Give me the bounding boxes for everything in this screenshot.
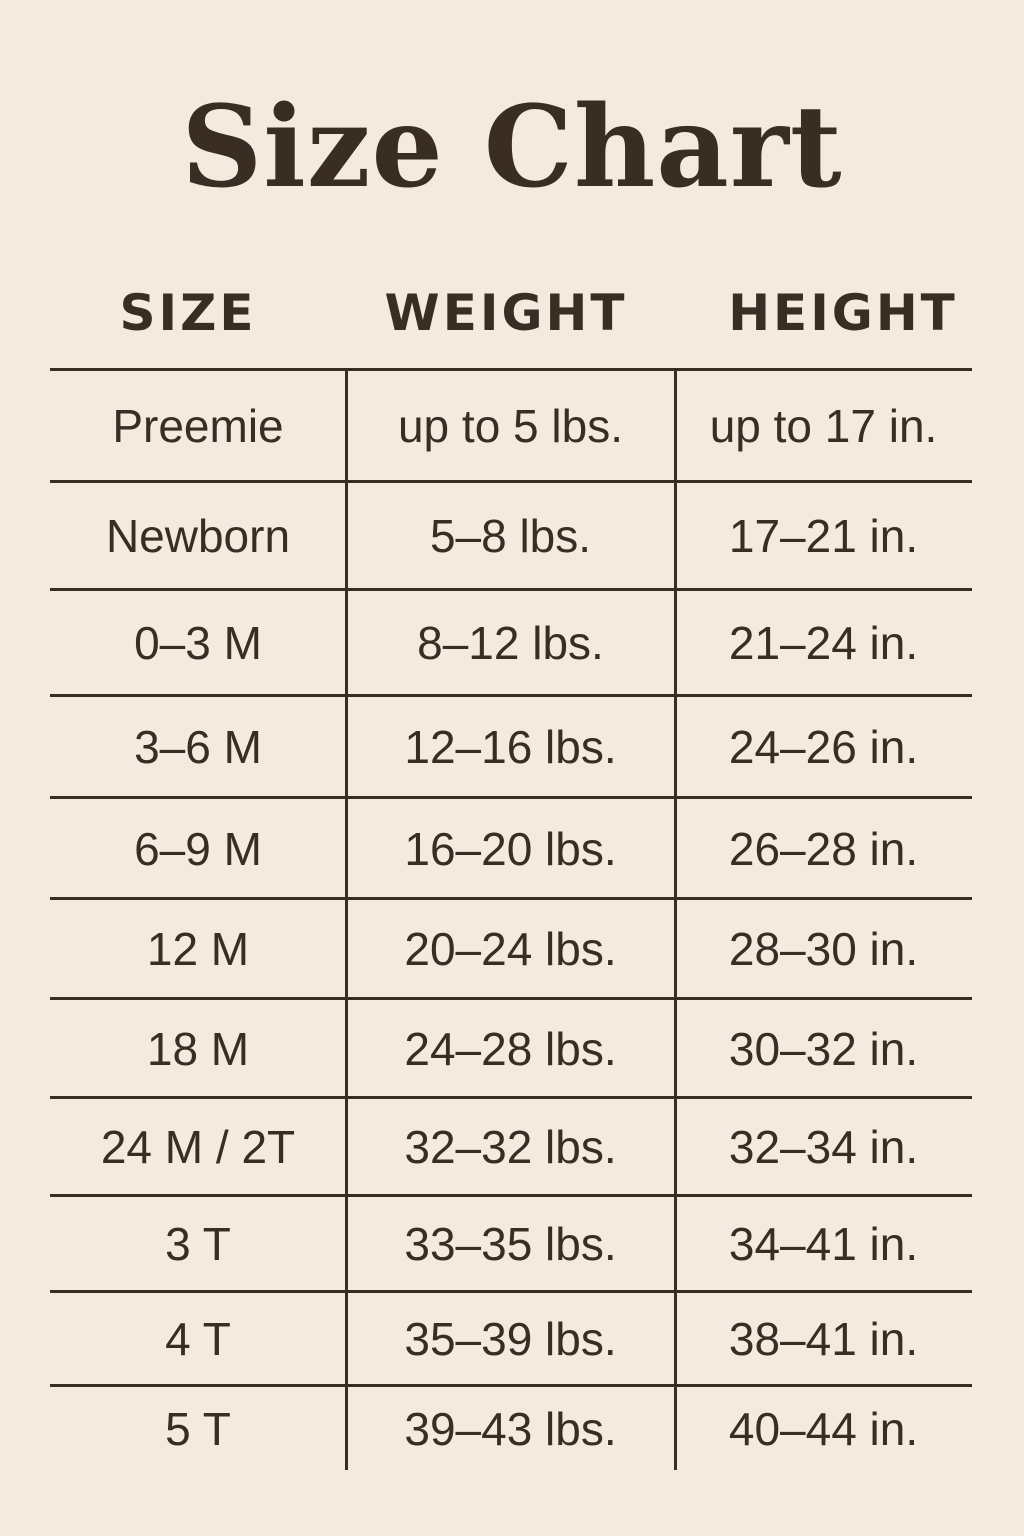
weight-cell: 12–16 lbs.: [404, 721, 617, 773]
weight-cell: 33–35 lbs.: [404, 1218, 617, 1270]
row-divider: [50, 997, 972, 1000]
row-divider: [50, 1290, 972, 1293]
row-divider: [50, 897, 972, 900]
weight-cell: 35–39 lbs.: [404, 1313, 617, 1365]
height-cell: 34–41 in.: [728, 1218, 919, 1270]
height-cell: 38–41 in.: [728, 1313, 919, 1365]
weight-cell: 32–32 lbs.: [404, 1121, 617, 1173]
height-cell: 30–32 in.: [728, 1022, 919, 1075]
weight-cell: up to 5 lbs.: [397, 400, 624, 452]
weight-cell: 20–24 lbs.: [404, 923, 617, 975]
row-divider: [50, 694, 972, 697]
size-cell: Newborn: [105, 510, 291, 562]
size-cell: Preemie: [112, 400, 284, 452]
height-cell: up to 17 in.: [709, 400, 938, 452]
size-cell: 18 M: [146, 1022, 250, 1075]
height-cell: 26–28 in.: [728, 822, 919, 875]
row-divider: [50, 588, 972, 591]
row-divider: [50, 1096, 972, 1099]
row-divider: [50, 1384, 972, 1387]
size-cell: 3–6 M: [134, 721, 262, 773]
weight-cell: 16–20 lbs.: [404, 822, 617, 875]
height-cell: 32–34 in.: [728, 1121, 919, 1173]
page-title: Size Chart: [181, 82, 843, 213]
size-cell: 5 T: [165, 1402, 231, 1455]
column-header: SIZE: [119, 284, 257, 342]
size-cell: 3 T: [165, 1218, 231, 1270]
size-cell: 12 M: [146, 923, 250, 975]
weight-cell: 39–43 lbs.: [404, 1402, 617, 1455]
weight-cell: 8–12 lbs.: [417, 617, 604, 669]
height-cell: 17–21 in.: [728, 510, 919, 562]
column-divider: [345, 369, 348, 1470]
size-cell: 0–3 M: [134, 617, 262, 669]
height-cell: 21–24 in.: [728, 617, 919, 669]
row-divider: [50, 796, 972, 799]
height-cell: 28–30 in.: [728, 923, 919, 975]
height-cell: 24–26 in.: [728, 721, 919, 773]
weight-cell: 5–8 lbs.: [429, 510, 592, 562]
size-cell: 6–9 M: [134, 822, 262, 875]
size-cell: 4 T: [165, 1313, 231, 1365]
height-cell: 40–44 in.: [728, 1402, 919, 1455]
row-divider: [50, 1194, 972, 1197]
size-cell: 24 M / 2T: [100, 1121, 296, 1173]
column-divider: [674, 369, 677, 1470]
weight-cell: 24–28 lbs.: [404, 1022, 617, 1075]
column-header: HEIGHT: [728, 284, 958, 342]
column-header: WEIGHT: [384, 284, 628, 342]
row-divider: [50, 480, 972, 483]
row-divider: [50, 368, 972, 371]
